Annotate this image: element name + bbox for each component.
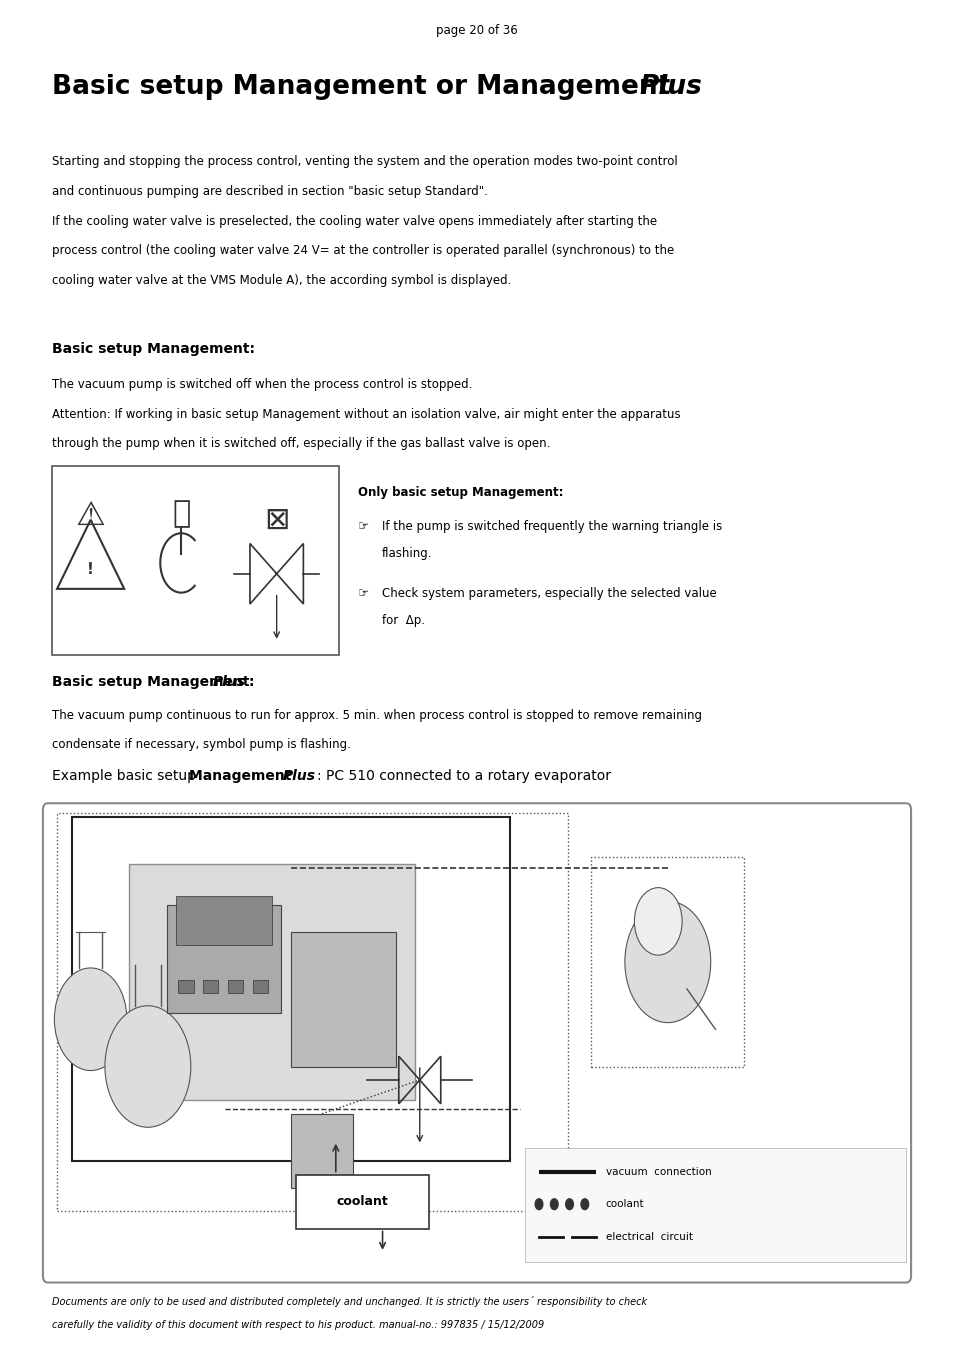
Text: :: :	[249, 675, 254, 688]
Text: carefully the validity of this document with respect to his product. manual-no.:: carefully the validity of this document …	[52, 1320, 544, 1330]
Text: Starting and stopping the process control, venting the system and the operation : Starting and stopping the process contro…	[52, 155, 678, 169]
Text: Basic setup Management:: Basic setup Management:	[52, 342, 255, 355]
Bar	[167, 904, 281, 1012]
Bar	[176, 896, 272, 945]
Text: ⏻: ⏻	[172, 500, 191, 528]
Text: Attention: If working in basic setup Management without an isolation valve, air : Attention: If working in basic setup Man…	[52, 408, 680, 421]
Bar	[57, 813, 567, 1211]
FancyBboxPatch shape	[43, 803, 910, 1282]
Bar	[228, 980, 243, 994]
Circle shape	[634, 888, 681, 956]
Text: !: !	[87, 562, 94, 578]
Text: coolant: coolant	[605, 1199, 643, 1210]
Circle shape	[624, 902, 710, 1023]
Text: : PC 510 connected to a rotary evaporator: : PC 510 connected to a rotary evaporato…	[316, 769, 610, 783]
Text: vacuum  connection: vacuum connection	[605, 1166, 711, 1177]
Text: Documents are only to be used and distributed completely and unchanged. It is st: Documents are only to be used and distri…	[52, 1296, 647, 1307]
Bar	[291, 1114, 353, 1188]
Text: Example basic setup: Example basic setup	[52, 769, 201, 783]
Bar	[178, 980, 193, 994]
Bar	[253, 980, 268, 994]
Text: If the pump is switched frequently the warning triangle is: If the pump is switched frequently the w…	[381, 520, 721, 533]
Text: cooling water valve at the VMS Module A), the according symbol is displayed.: cooling water valve at the VMS Module A)…	[52, 274, 512, 288]
Text: Check system parameters, especially the selected value: Check system parameters, especially the …	[381, 587, 716, 601]
Bar	[591, 857, 743, 1066]
Text: Basic setup Management or Management: Basic setup Management or Management	[52, 74, 679, 100]
Circle shape	[580, 1199, 588, 1210]
Text: condensate if necessary, symbol pump is flashing.: condensate if necessary, symbol pump is …	[52, 738, 351, 752]
Text: electrical  circuit: electrical circuit	[605, 1231, 692, 1242]
Circle shape	[535, 1199, 542, 1210]
Text: The vacuum pump is switched off when the process control is stopped.: The vacuum pump is switched off when the…	[52, 378, 473, 392]
Text: for  Δp.: for Δp.	[381, 614, 424, 628]
Bar	[295, 1174, 429, 1228]
Text: ⊠: ⊠	[264, 506, 289, 535]
Text: page 20 of 36: page 20 of 36	[436, 24, 517, 38]
Bar	[203, 980, 218, 994]
Text: Basic setup Management: Basic setup Management	[52, 675, 254, 688]
Circle shape	[105, 1006, 191, 1127]
Bar	[71, 817, 510, 1161]
Text: coolant: coolant	[336, 1195, 388, 1208]
Text: ⚠: ⚠	[75, 500, 106, 532]
Text: ☞: ☞	[357, 520, 369, 533]
FancyBboxPatch shape	[52, 466, 338, 655]
Bar	[291, 931, 395, 1066]
Text: Plus: Plus	[282, 769, 315, 783]
Circle shape	[54, 968, 127, 1071]
Bar	[524, 1148, 905, 1262]
Circle shape	[565, 1199, 573, 1210]
Text: flashing.: flashing.	[381, 547, 432, 560]
Text: process control (the cooling water valve 24 V= at the controller is operated par: process control (the cooling water valve…	[52, 244, 674, 258]
Text: If the cooling water valve is preselected, the cooling water valve opens immedia: If the cooling water valve is preselecte…	[52, 215, 657, 228]
Bar	[129, 864, 415, 1100]
Text: Management: Management	[189, 769, 295, 783]
Text: Only basic setup Management:: Only basic setup Management:	[357, 486, 562, 500]
Text: through the pump when it is switched off, especially if the gas ballast valve is: through the pump when it is switched off…	[52, 437, 550, 451]
Text: ☞: ☞	[357, 587, 369, 601]
Text: Plus: Plus	[639, 74, 701, 100]
Text: The vacuum pump continuous to run for approx. 5 min. when process control is sto: The vacuum pump continuous to run for ap…	[52, 709, 701, 722]
Circle shape	[550, 1199, 558, 1210]
Text: and continuous pumping are described in section "basic setup Standard".: and continuous pumping are described in …	[52, 185, 488, 198]
Text: Plus: Plus	[213, 675, 246, 688]
